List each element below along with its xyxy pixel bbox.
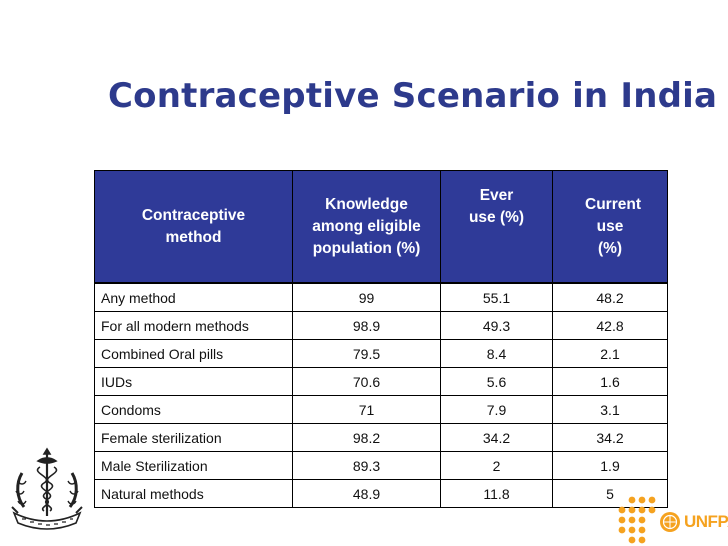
cell-ever-use: 55.1 <box>440 282 553 312</box>
cell-knowledge: 99 <box>292 282 441 312</box>
cell-method: Male Sterilization <box>94 451 293 480</box>
table-row: Any method 99 55.1 48.2 <box>94 282 668 312</box>
cell-current-use: 5 <box>552 479 668 508</box>
cell-knowledge: 79.5 <box>292 339 441 368</box>
un-emblem-icon <box>660 512 680 532</box>
cell-method: Combined Oral pills <box>94 339 293 368</box>
cell-method: Any method <box>94 282 293 312</box>
slide-title: Contraceptive Scenario in India <box>108 76 718 116</box>
header-ever-use: Ever use (%) <box>440 170 553 284</box>
cell-current-use: 48.2 <box>552 282 668 312</box>
table-row: Female sterilization 98.2 34.2 34.2 <box>94 423 668 452</box>
cell-ever-use: 34.2 <box>440 423 553 452</box>
table-row: Condoms 71 7.9 3.1 <box>94 395 668 424</box>
unfpa-wordmark: UNFPA <box>684 512 728 531</box>
cell-current-use: 3.1 <box>552 395 668 424</box>
cell-knowledge: 98.9 <box>292 311 441 340</box>
cell-ever-use: 11.8 <box>440 479 553 508</box>
cell-ever-use: 49.3 <box>440 311 553 340</box>
unfpa-logo <box>618 496 680 544</box>
cell-knowledge: 89.3 <box>292 451 441 480</box>
cell-method: Condoms <box>94 395 293 424</box>
cell-method: For all modern methods <box>94 311 293 340</box>
table-row: Combined Oral pills 79.5 8.4 2.1 <box>94 339 668 368</box>
cell-current-use: 34.2 <box>552 423 668 452</box>
cell-current-use: 2.1 <box>552 339 668 368</box>
header-method: Contraceptive method <box>94 170 293 284</box>
contraceptive-table: Contraceptive method Knowledge among eli… <box>94 170 668 508</box>
table-row: Male Sterilization 89.3 2 1.9 <box>94 451 668 480</box>
table-header-row: Contraceptive method Knowledge among eli… <box>94 170 668 284</box>
header-current-use: Current use (%) <box>552 170 668 284</box>
table-row: Natural methods 48.9 11.8 5 <box>94 479 668 508</box>
cell-ever-use: 7.9 <box>440 395 553 424</box>
medical-emblem-icon <box>11 447 83 530</box>
table-row: IUDs 70.6 5.6 1.6 <box>94 367 668 396</box>
cell-knowledge: 98.2 <box>292 423 441 452</box>
cell-method: IUDs <box>94 367 293 396</box>
cell-knowledge: 71 <box>292 395 441 424</box>
cell-method: Female sterilization <box>94 423 293 452</box>
table-row: For all modern methods 98.9 49.3 42.8 <box>94 311 668 340</box>
cell-ever-use: 2 <box>440 451 553 480</box>
cell-ever-use: 8.4 <box>440 339 553 368</box>
cell-current-use: 1.6 <box>552 367 668 396</box>
cell-current-use: 1.9 <box>552 451 668 480</box>
cell-knowledge: 70.6 <box>292 367 441 396</box>
cell-method: Natural methods <box>94 479 293 508</box>
cell-knowledge: 48.9 <box>292 479 441 508</box>
cell-current-use: 42.8 <box>552 311 668 340</box>
header-knowledge: Knowledge among eligible population (%) <box>292 170 441 284</box>
cell-ever-use: 5.6 <box>440 367 553 396</box>
